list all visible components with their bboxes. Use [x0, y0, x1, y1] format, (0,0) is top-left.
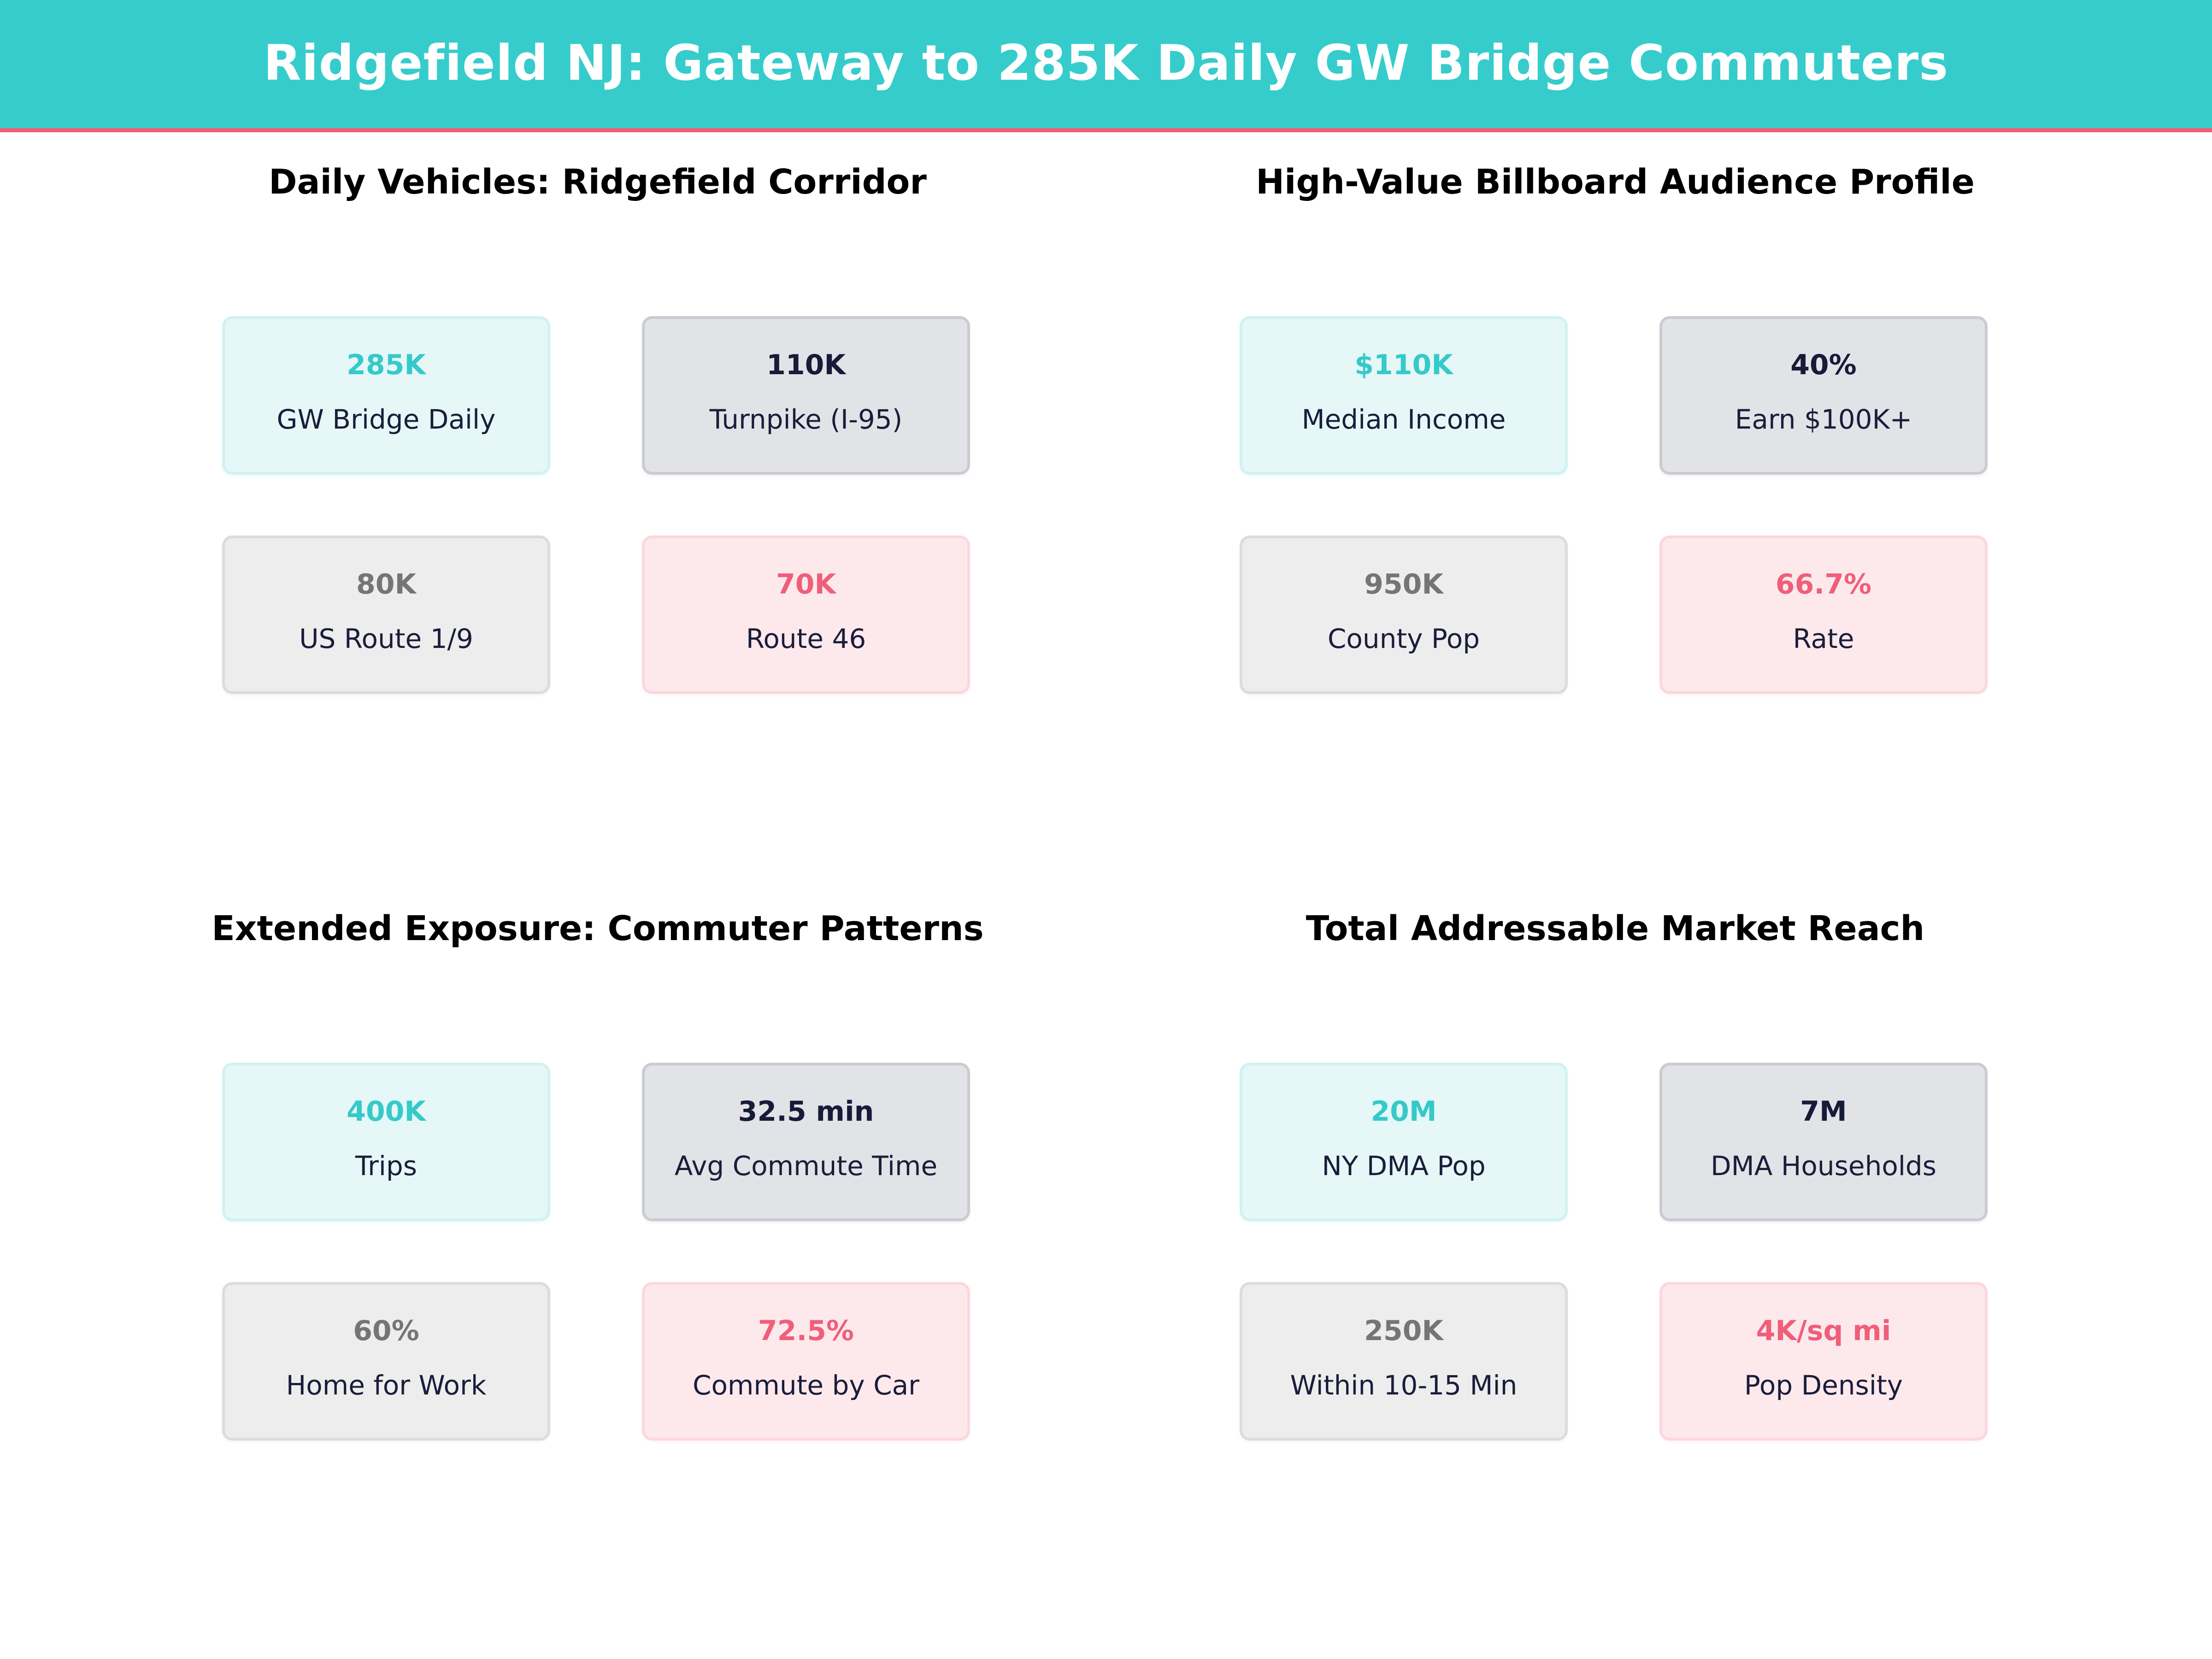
stat-value: 400K — [347, 1095, 426, 1128]
stat-label: Earn $100K+ — [1735, 404, 1912, 435]
stat-label: Turnpike (I-95) — [709, 404, 903, 435]
panel-title: Total Addressable Market Reach — [1306, 909, 1925, 948]
stat-label: Trips — [355, 1150, 417, 1182]
stat-value: 32.5 min — [738, 1095, 874, 1128]
stat-value: 950K — [1364, 568, 1443, 600]
stat-card: 250K Within 10-15 Min — [1240, 1282, 1568, 1441]
stat-card: 4K/sq mi Pop Density — [1659, 1282, 1988, 1441]
stat-label: Within 10-15 Min — [1290, 1370, 1518, 1401]
stat-card: 80K US Route 1/9 — [222, 535, 550, 694]
stat-card: 400K Trips — [222, 1063, 550, 1221]
stat-card: 60% Home for Work — [222, 1282, 550, 1441]
stat-value: $110K — [1354, 349, 1453, 381]
stat-card: 20M NY DMA Pop — [1240, 1063, 1568, 1221]
stat-value: 7M — [1800, 1095, 1847, 1128]
stat-value: 72.5% — [758, 1315, 854, 1347]
stat-card: $110K Median Income — [1240, 316, 1568, 475]
stat-value: 285K — [347, 349, 426, 381]
stat-value: 80K — [356, 568, 416, 600]
panel-title: High-Value Billboard Audience Profile — [1256, 162, 1975, 202]
panel-title: Daily Vehicles: Ridgefield Corridor — [269, 162, 927, 202]
stat-label: Rate — [1793, 623, 1854, 654]
stat-label: US Route 1/9 — [299, 623, 473, 654]
stat-card: 40% Earn $100K+ — [1659, 316, 1988, 475]
stat-label: Commute by Car — [692, 1370, 920, 1401]
panel-commuter-patterns: Extended Exposure: Commuter Patterns 400… — [91, 906, 1105, 1597]
stat-label: Route 46 — [746, 623, 866, 654]
stat-label: NY DMA Pop — [1322, 1150, 1486, 1182]
stat-label: County Pop — [1327, 623, 1480, 654]
header-banner: Ridgefield NJ: Gateway to 285K Daily GW … — [0, 0, 2212, 128]
stat-card: 32.5 min Avg Commute Time — [642, 1063, 970, 1221]
stat-card: 72.5% Commute by Car — [642, 1282, 970, 1441]
stat-label: Home for Work — [286, 1370, 487, 1401]
stat-label: DMA Households — [1711, 1150, 1936, 1182]
stat-card: 70K Route 46 — [642, 535, 970, 694]
stat-label: Pop Density — [1744, 1370, 1903, 1401]
stat-card: 7M DMA Households — [1659, 1063, 1988, 1221]
stat-value: 110K — [766, 349, 846, 381]
stat-value: 4K/sq mi — [1756, 1315, 1891, 1347]
stat-value: 70K — [776, 568, 836, 600]
stat-value: 20M — [1371, 1095, 1437, 1128]
page-title: Ridgefield NJ: Gateway to 285K Daily GW … — [263, 34, 1949, 91]
stat-value: 60% — [353, 1315, 419, 1347]
panel-market-reach: Total Addressable Market Reach 20M NY DM… — [1108, 906, 2122, 1597]
stat-label: GW Bridge Daily — [276, 404, 496, 435]
stat-card: 950K County Pop — [1240, 535, 1568, 694]
panel-daily-vehicles: Daily Vehicles: Ridgefield Corridor 285K… — [91, 159, 1105, 850]
stat-value: 66.7% — [1775, 568, 1872, 600]
stat-card: 285K GW Bridge Daily — [222, 316, 550, 475]
stat-label: Median Income — [1301, 404, 1506, 435]
panel-audience-profile: High-Value Billboard Audience Profile $1… — [1108, 159, 2122, 850]
accent-divider — [0, 128, 2212, 132]
stat-value: 250K — [1364, 1315, 1443, 1347]
panel-title: Extended Exposure: Commuter Patterns — [212, 909, 984, 948]
stat-label: Avg Commute Time — [674, 1150, 938, 1182]
stat-value: 40% — [1790, 349, 1857, 381]
stat-card: 66.7% Rate — [1659, 535, 1988, 694]
stat-card: 110K Turnpike (I-95) — [642, 316, 970, 475]
